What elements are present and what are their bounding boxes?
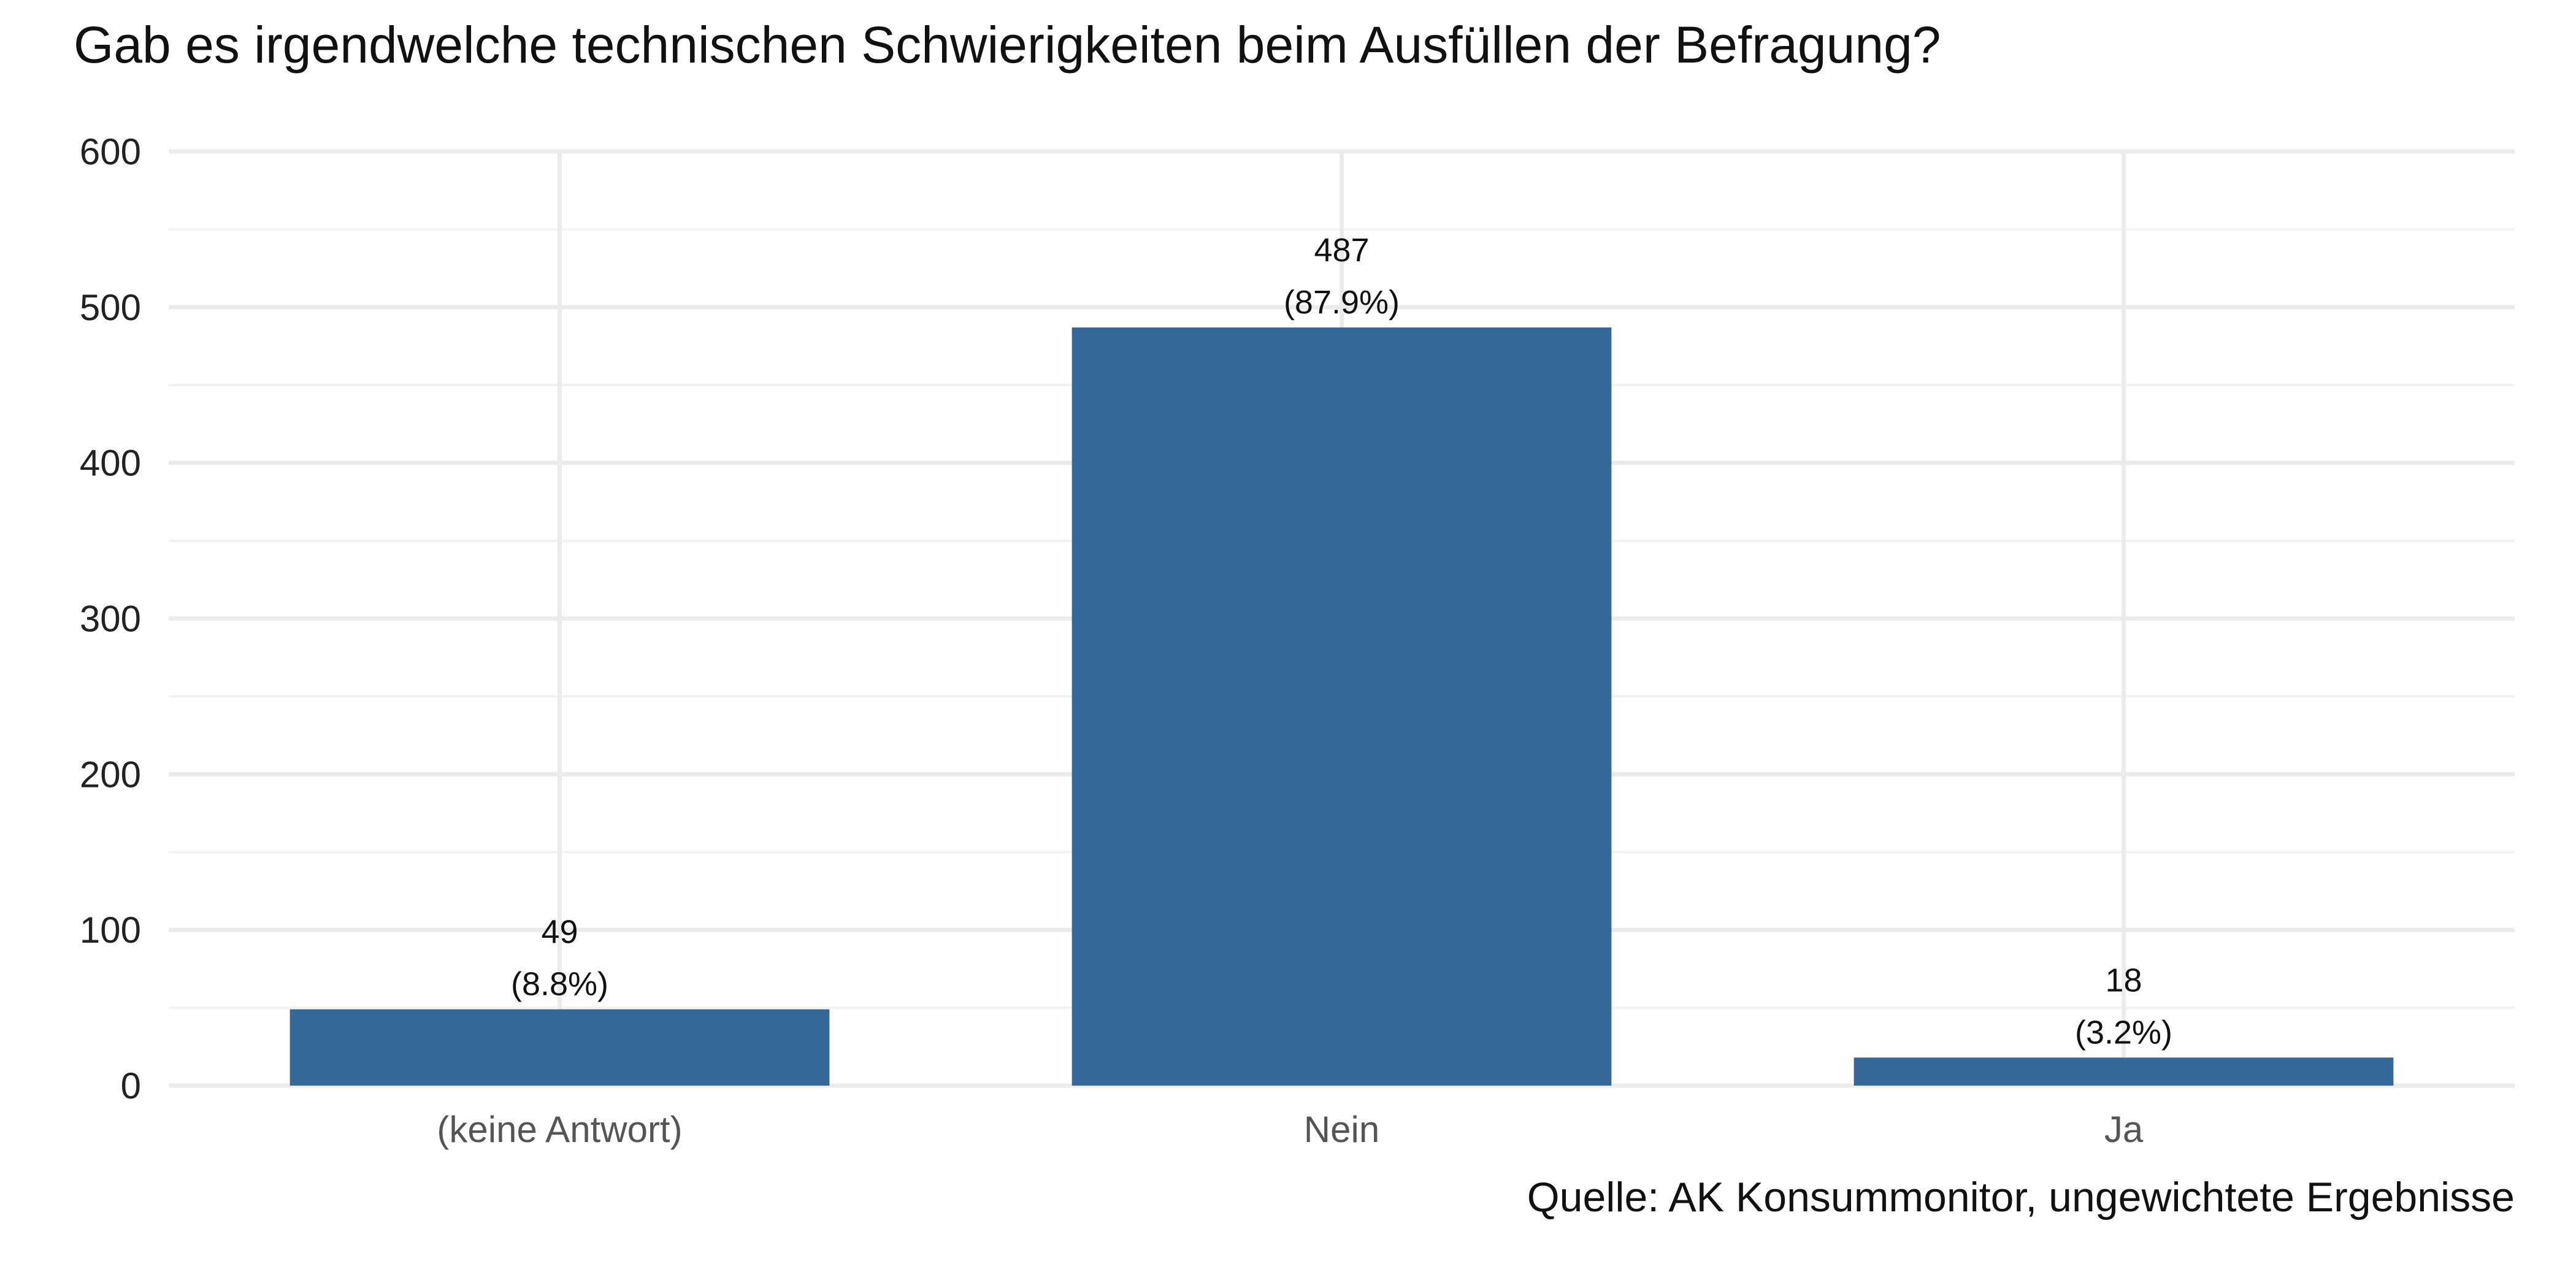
bar-percent-label: (87.9%) <box>1284 284 1400 321</box>
bar-percent-label: (3.2%) <box>2075 1014 2172 1051</box>
bar-value-label: 487 <box>1314 232 1369 269</box>
data-labels: 49 (8.8%) 487 (87.9%) 18 (3.2%) <box>511 232 2172 1051</box>
chart-title: Gab es irgendwelche technischen Schwieri… <box>74 16 1941 74</box>
bar-value-label: 18 <box>2105 962 2142 999</box>
bar-value-label: 49 <box>541 914 578 951</box>
bar <box>1071 327 1612 1086</box>
y-tick-label: 500 <box>80 287 141 328</box>
y-tick-label: 300 <box>80 599 141 640</box>
y-tick-label: 0 <box>121 1065 141 1106</box>
x-tick-label: (keine Antwort) <box>437 1109 682 1150</box>
y-tick-label: 400 <box>80 443 141 484</box>
bar-percent-label: (8.8%) <box>511 966 608 1003</box>
x-tick-label: Ja <box>2104 1109 2144 1150</box>
y-tick-label: 600 <box>80 131 141 172</box>
bar <box>289 1009 830 1086</box>
bars <box>289 327 2394 1086</box>
y-axis-tick-labels: 0 100 200 300 400 500 600 <box>80 131 141 1106</box>
y-tick-label: 100 <box>80 910 141 951</box>
x-tick-label: Nein <box>1304 1109 1379 1150</box>
x-axis-tick-labels: (keine Antwort) Nein Ja <box>437 1109 2143 1150</box>
bar <box>1853 1057 2394 1086</box>
chart-caption: Quelle: AK Konsummonitor, ungewichtete E… <box>1527 1174 2515 1221</box>
y-tick-label: 200 <box>80 754 141 795</box>
